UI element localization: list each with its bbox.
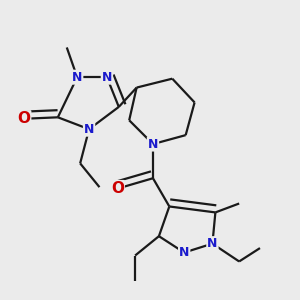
Text: O: O xyxy=(111,181,124,196)
Text: O: O xyxy=(17,111,30,126)
Text: N: N xyxy=(84,123,94,136)
Text: N: N xyxy=(179,246,189,259)
Text: N: N xyxy=(102,71,112,84)
Text: N: N xyxy=(207,237,218,250)
Text: N: N xyxy=(148,138,158,151)
Text: N: N xyxy=(72,71,83,84)
